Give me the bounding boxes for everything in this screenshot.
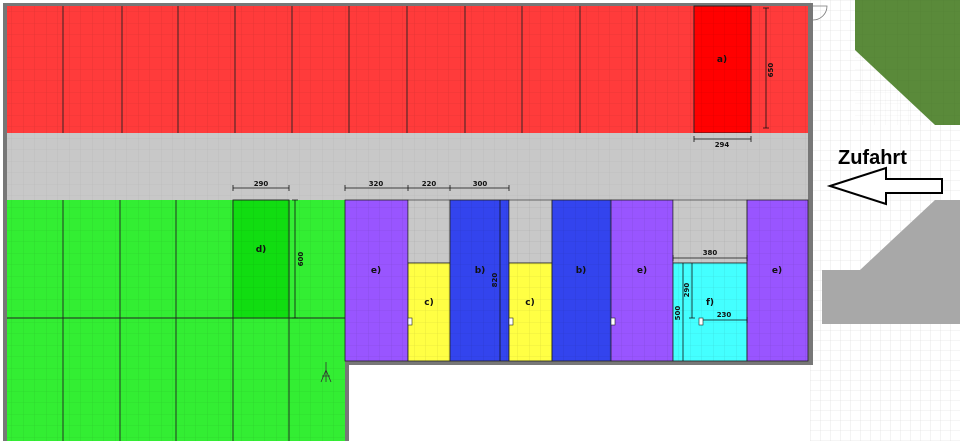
- label-c2: c): [525, 298, 534, 308]
- door-arc: [812, 5, 828, 21]
- dim-e-width: 320: [369, 180, 384, 188]
- entrance-label: Zufahrt: [838, 147, 907, 169]
- dim-f-width: 380: [703, 249, 718, 257]
- entrance-arrow-icon: [826, 166, 943, 206]
- dim-b-depth: 820: [491, 273, 499, 288]
- building-wall-left: [3, 3, 7, 441]
- bays-grid: [345, 200, 808, 361]
- dim-b-width: 300: [473, 180, 488, 188]
- dim-a-depth: 650: [767, 63, 775, 78]
- paving-area: [822, 200, 960, 324]
- label-c1: c): [424, 298, 433, 308]
- driving-aisle-grid: [7, 133, 808, 200]
- building-wall-step: [345, 361, 349, 441]
- post-marker-1: [407, 317, 413, 326]
- building-wall-bottom: [345, 361, 813, 365]
- spot-d-grid: [233, 200, 289, 318]
- building-wall-right: [808, 3, 813, 365]
- post-marker-4: [698, 317, 704, 326]
- label-f: f): [706, 298, 714, 308]
- label-b2: b): [576, 266, 587, 276]
- red-row-dividers: [62, 6, 752, 133]
- building-wall-top: [3, 3, 813, 6]
- red-row-grid: [7, 6, 808, 133]
- label-d: d): [256, 245, 267, 255]
- dim-c-width: 220: [422, 180, 437, 188]
- dim-a-width: 294: [715, 141, 730, 149]
- label-e3: e): [772, 266, 782, 276]
- label-a: a): [717, 55, 727, 65]
- spot-a-grid: [694, 6, 751, 133]
- post-marker-2: [508, 317, 514, 326]
- dim-d-depth: 600: [297, 252, 305, 267]
- dimension-lines: [232, 7, 769, 361]
- label-e1: e): [371, 266, 381, 276]
- grass-texture: [855, 0, 960, 125]
- dim-f-inner-width: 230: [717, 311, 732, 319]
- dim-f-depth: 500: [674, 306, 682, 321]
- label-b1: b): [475, 266, 486, 276]
- post-marker-3: [610, 317, 616, 326]
- antenna-icon: [320, 362, 332, 383]
- dim-f-inner-depth: 290: [683, 283, 691, 298]
- label-e2: e): [637, 266, 647, 276]
- dim-d-width: 290: [254, 180, 269, 188]
